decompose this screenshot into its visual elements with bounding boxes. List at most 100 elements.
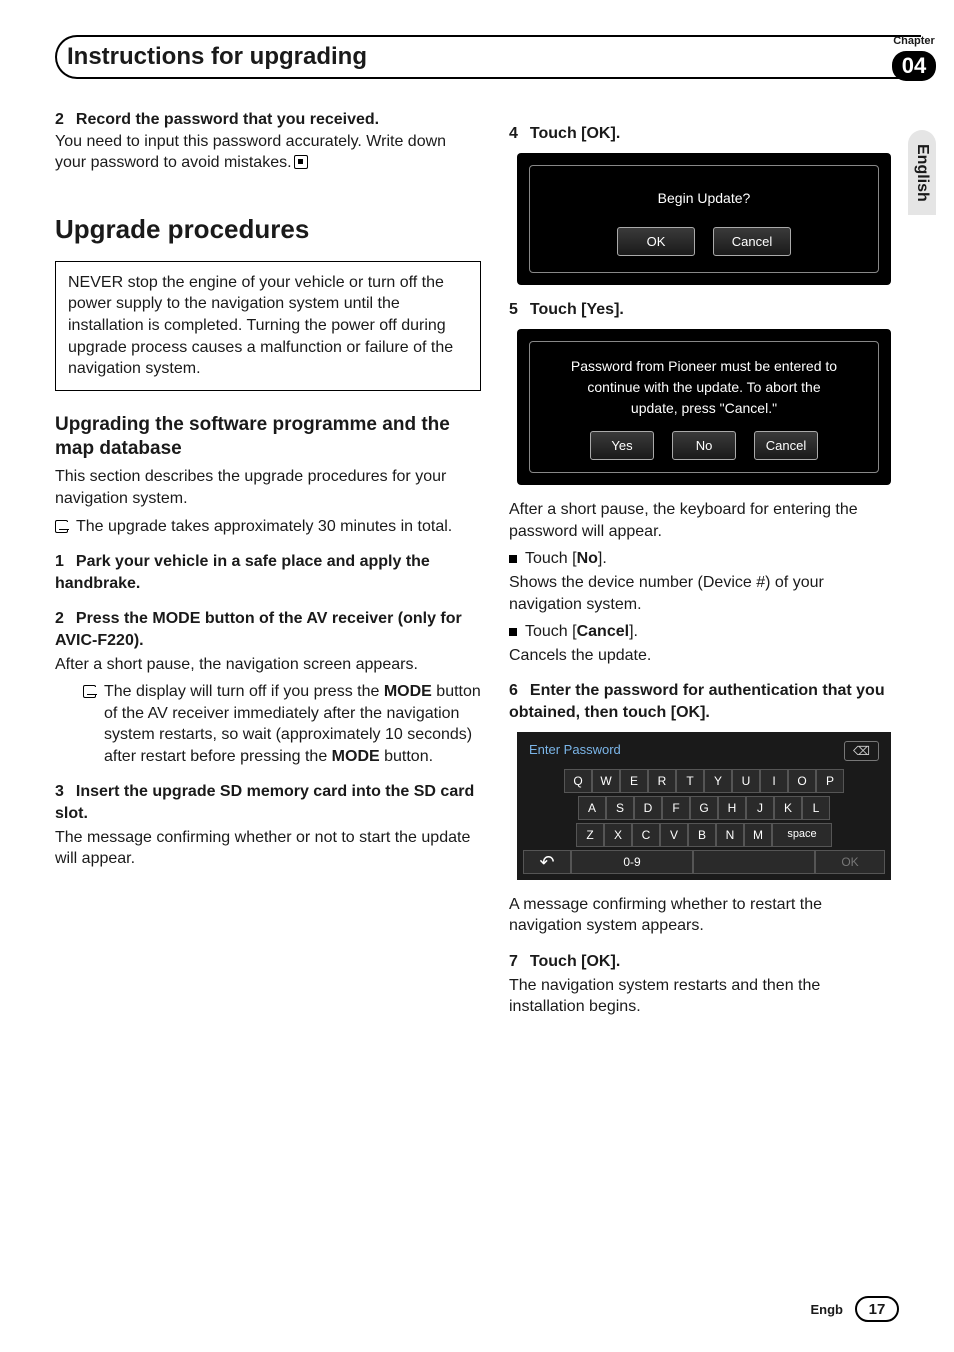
text: Touch [ <box>525 550 577 567</box>
text: You need to input this password accurate… <box>55 133 446 172</box>
keyboard-footer: ↶ 0-9 OK <box>523 850 885 874</box>
key-d[interactable]: D <box>634 796 662 820</box>
step-7: 7 Touch [OK]. <box>509 951 899 973</box>
key-ok[interactable]: OK <box>815 850 885 874</box>
checkbox-bullet-icon <box>55 520 68 533</box>
key-n[interactable]: N <box>716 823 744 847</box>
key-o[interactable]: O <box>788 769 816 793</box>
key-t[interactable]: T <box>676 769 704 793</box>
key-numbers[interactable]: 0-9 <box>571 850 693 874</box>
dialog-ok-button[interactable]: OK <box>617 227 695 257</box>
checkbox-bullet-icon <box>83 685 96 698</box>
key-x[interactable]: X <box>604 823 632 847</box>
back-icon[interactable]: ↶ <box>523 850 571 874</box>
bold-text: No <box>577 550 598 567</box>
key-k[interactable]: K <box>774 796 802 820</box>
step-1: 1Park your vehicle in a safe place and a… <box>55 551 481 594</box>
left-column: 2Record the password that you received. … <box>55 109 481 1024</box>
key-a[interactable]: A <box>578 796 606 820</box>
step-heading: Enter the password for authentication th… <box>509 682 885 721</box>
key-s[interactable]: S <box>606 796 634 820</box>
key-w[interactable]: W <box>592 769 620 793</box>
body-text: You need to input this password accurate… <box>55 131 481 174</box>
step-3: 3Insert the upgrade SD memory card into … <box>55 781 481 824</box>
body-text: The navigation system restarts and then … <box>509 975 899 1018</box>
step-heading: Touch [OK]. <box>530 125 620 142</box>
step-heading: Record the password that you received. <box>76 111 379 128</box>
key-space[interactable]: space <box>772 823 832 847</box>
key-h[interactable]: H <box>718 796 746 820</box>
step-heading: Insert the upgrade SD memory card into t… <box>55 783 474 822</box>
body-text: Shows the device number (Device #) of yo… <box>509 572 899 615</box>
step-heading: Touch [OK]. <box>530 953 620 970</box>
warning-box: NEVER stop the engine of your vehicle or… <box>55 261 481 391</box>
dialog-yes-button[interactable]: Yes <box>590 431 654 461</box>
key-p[interactable]: P <box>816 769 844 793</box>
key-j[interactable]: J <box>746 796 774 820</box>
text: Password from Pioneer must be entered to <box>571 358 837 374</box>
step-number: 4 <box>509 123 518 145</box>
step-number: 2 <box>55 608 64 630</box>
key-z[interactable]: Z <box>576 823 604 847</box>
key-y[interactable]: Y <box>704 769 732 793</box>
keyboard-row-2: A S D F G H J K L <box>523 796 885 820</box>
key-v[interactable]: V <box>660 823 688 847</box>
key-blank <box>693 850 815 874</box>
key-r[interactable]: R <box>648 769 676 793</box>
key-u[interactable]: U <box>732 769 760 793</box>
bullet-item: The display will turn off if you press t… <box>55 681 481 767</box>
keyboard-title: Enter Password <box>529 741 621 761</box>
key-m[interactable]: M <box>744 823 772 847</box>
dialog-no-button[interactable]: No <box>672 431 736 461</box>
key-e[interactable]: E <box>620 769 648 793</box>
key-l[interactable]: L <box>802 796 830 820</box>
key-g[interactable]: G <box>690 796 718 820</box>
backspace-icon[interactable]: ⌫ <box>844 741 879 761</box>
step-number: 1 <box>55 551 64 573</box>
step-heading: Park your vehicle in a safe place and ap… <box>55 553 430 592</box>
screenshot-keyboard: Enter Password ⌫ Q W E R T Y U I O P A S… <box>517 732 891 880</box>
step-5: 5 Touch [Yes]. <box>509 299 899 321</box>
key-f[interactable]: F <box>662 796 690 820</box>
text: ]. <box>598 550 607 567</box>
step-number: 5 <box>509 299 518 321</box>
step-number: 7 <box>509 951 518 973</box>
chapter-label: Chapter <box>892 35 936 47</box>
body-text: Cancels the update. <box>509 645 899 667</box>
dialog-cancel-button[interactable]: Cancel <box>754 431 818 461</box>
chapter-number: 04 <box>892 51 936 81</box>
key-i[interactable]: I <box>760 769 788 793</box>
header-title-container: Instructions for upgrading <box>55 35 899 79</box>
step-2: 2Press the MODE button of the AV receive… <box>55 608 481 651</box>
header-title: Instructions for upgrading <box>67 43 367 71</box>
body-text: This section describes the upgrade proce… <box>55 466 481 509</box>
step-4: 4 Touch [OK]. <box>509 123 899 145</box>
bold-text: MODE <box>384 683 432 700</box>
right-column: 4Touch [OK]. Begin Update? OK Cancel 5To… <box>509 109 899 1024</box>
body-text: After a short pause, the keyboard for en… <box>509 499 899 542</box>
square-bullet-icon <box>509 628 517 636</box>
keyboard-row-1: Q W E R T Y U I O P <box>523 769 885 793</box>
body-text: The message confirming whether or not to… <box>55 827 481 870</box>
body-text: After a short pause, the navigation scre… <box>55 654 481 676</box>
key-c[interactable]: C <box>632 823 660 847</box>
dialog-prompt: Password from Pioneer must be entered to… <box>546 356 862 419</box>
page-footer: Engb 17 <box>811 1296 900 1322</box>
key-b[interactable]: B <box>688 823 716 847</box>
page-header: Instructions for upgrading <box>55 35 899 79</box>
bullet-text: The upgrade takes approximately 30 minut… <box>76 516 452 538</box>
page-number: 17 <box>855 1296 899 1322</box>
text: ]. <box>629 623 638 640</box>
key-q[interactable]: Q <box>564 769 592 793</box>
screenshot-password-prompt: Password from Pioneer must be entered to… <box>517 329 891 486</box>
step-heading: Touch [Yes]. <box>530 301 624 318</box>
footer-language: Engb <box>811 1302 844 1317</box>
language-label: English <box>913 144 931 202</box>
step-number: 2 <box>55 109 64 131</box>
dialog-cancel-button[interactable]: Cancel <box>713 227 791 257</box>
text: Touch [ <box>525 623 577 640</box>
bold-text: Cancel <box>577 623 629 640</box>
bullet-text: Touch [No]. <box>525 548 607 570</box>
text: continue with the update. To abort the <box>587 379 820 395</box>
step-number: 6 <box>509 680 518 702</box>
